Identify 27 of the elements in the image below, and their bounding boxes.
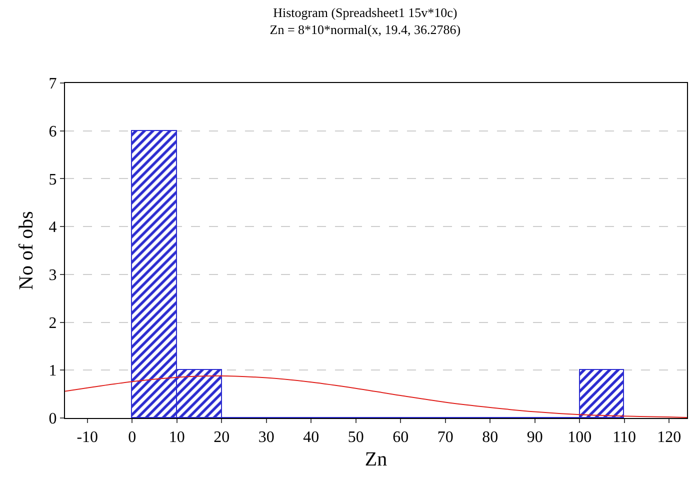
x-tick-label: 10 [168,429,185,446]
x-tick-label: -10 [76,429,98,446]
x-tick-label: 100 [568,429,592,446]
x-tick-label: 70 [437,429,454,446]
x-tick-label: 20 [214,429,230,446]
y-tick-label: 0 [48,410,57,428]
y-tick-label: 2 [48,314,57,332]
x-tick-label: 40 [303,429,320,446]
y-tick-label: 1 [48,362,57,380]
x-tick-label: 30 [258,429,274,446]
y-tick-label: 5 [48,171,57,188]
y-axis-title: No of obs [15,210,38,290]
x-tick-label: 80 [482,429,498,446]
x-tick-label: 60 [392,429,409,446]
y-tick-label: 6 [48,123,57,140]
chart-subtitle: Zn = 8*10*normal(x, 19.4, 36.2786) [270,22,461,37]
x-tick-label: 120 [657,429,682,446]
y-tick-label: 4 [48,219,57,236]
y-tick-label: 3 [48,267,57,284]
x-tick-label: 110 [612,429,636,446]
line-series [65,375,687,418]
chart-title: Histogram (Spreadsheet1 15v*10c) [273,5,458,20]
x-tick-label: 0 [128,429,136,446]
x-tick-label: 50 [348,429,364,446]
y-tick-label: 7 [48,76,57,93]
x-tick-label: 90 [526,429,543,446]
x-axis-title: Zn [364,448,388,471]
